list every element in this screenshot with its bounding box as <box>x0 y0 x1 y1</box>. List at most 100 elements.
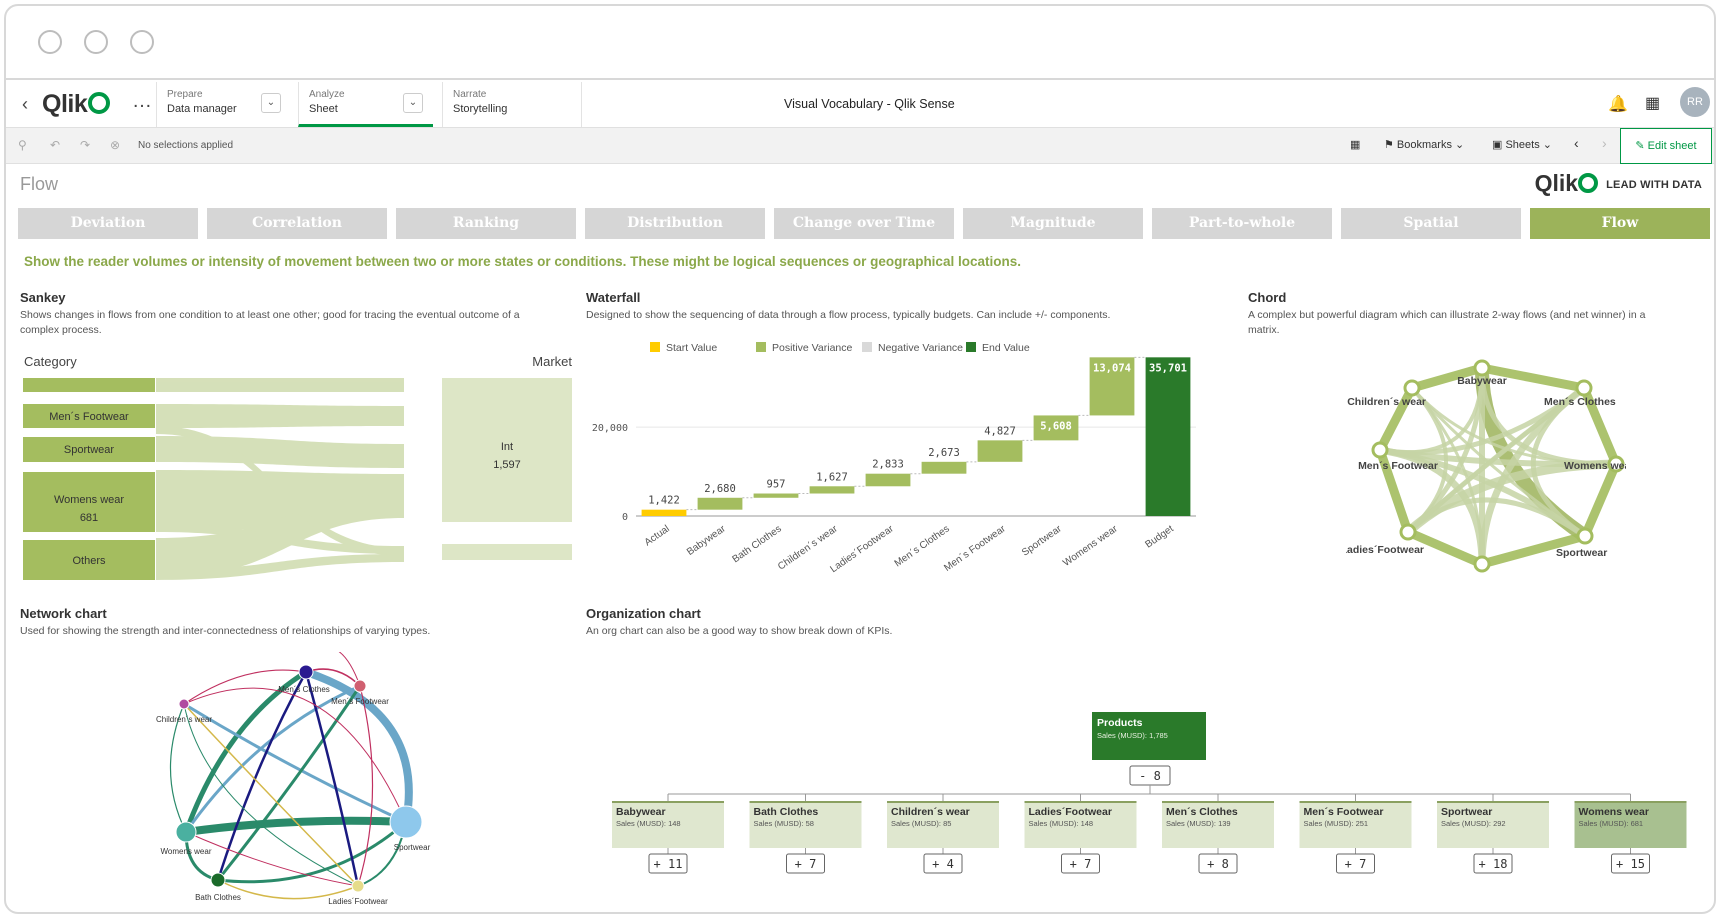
org-child-node[interactable] <box>1299 802 1412 848</box>
chord-node[interactable] <box>1473 555 1491 573</box>
next-sheet-icon[interactable]: › <box>1602 135 1607 151</box>
chord-node[interactable] <box>1576 527 1594 545</box>
chord-node[interactable] <box>1473 359 1491 377</box>
pencil-icon: ✎ <box>1635 140 1648 152</box>
sheet-title: Flow <box>20 174 59 194</box>
waterfall-chart[interactable]: Start Value Positive Variance Negative V… <box>586 334 1246 596</box>
waterfall-bar[interactable] <box>1033 415 1079 441</box>
waterfall-bar[interactable] <box>809 486 855 494</box>
network-title: Network chart <box>20 606 107 621</box>
selection-toolbar: ⚲ ↶ ↷ ⊗ No selections applied ▦ ⚑ Bookma… <box>6 128 1714 164</box>
org-delta-box <box>648 853 688 874</box>
org-chart[interactable]: Products Sales (MUSD): 1,785 - 8 Babywea… <box>606 706 1710 914</box>
tab-magnitude[interactable]: Magnitude <box>963 208 1143 239</box>
org-child-sales: Sales (MUSD): 681 <box>1579 819 1644 828</box>
sheets-button[interactable]: ▣ Sheets ⌄ <box>1492 139 1552 151</box>
network-node[interactable] <box>353 679 367 693</box>
sankey-source-node[interactable] <box>23 472 155 532</box>
previous-sheet-icon[interactable]: ‹ <box>1574 135 1579 151</box>
window-close-button[interactable] <box>38 30 62 54</box>
smart-search-icon[interactable]: ⚲ <box>18 138 27 152</box>
org-child-node[interactable] <box>1574 802 1687 848</box>
tab-part-to-whole[interactable]: Part-to-whole <box>1152 208 1332 239</box>
waterfall-title: Waterfall <box>586 290 641 305</box>
chord-chart[interactable]: Babywear Men´s Clothes Womens wear Sportwea… <box>1346 346 1626 600</box>
back-chevron-icon[interactable]: ‹ <box>22 94 28 114</box>
waterfall-value-label: 2,680 <box>704 483 736 495</box>
waterfall-bar[interactable] <box>865 473 911 487</box>
grid-icon[interactable]: ▦ <box>1645 95 1661 112</box>
sankey-source-node[interactable] <box>23 437 155 462</box>
org-child-sales: Sales (MUSD): 148 <box>616 819 681 828</box>
chord-node[interactable] <box>1607 455 1625 473</box>
avatar[interactable]: RR <box>1680 87 1710 117</box>
tab-deviation[interactable]: Deviation <box>18 208 198 239</box>
window-maximize-button[interactable] <box>130 30 154 54</box>
chord-node[interactable] <box>1575 379 1593 397</box>
network-link <box>304 671 360 887</box>
sankey-target-node[interactable] <box>442 378 572 522</box>
sankey-chart[interactable]: Category Market Men´s Footwear Sportwear… <box>18 348 578 598</box>
network-node[interactable] <box>178 698 190 710</box>
waterfall-bar[interactable] <box>1089 357 1135 416</box>
sankey-source-node[interactable] <box>23 540 155 580</box>
waterfall-bar[interactable] <box>1145 357 1191 516</box>
chord-node[interactable] <box>1403 379 1421 397</box>
waterfall-bar[interactable] <box>753 493 799 498</box>
bookmarks-button[interactable]: ⚑ Bookmarks ⌄ <box>1384 139 1465 151</box>
window-minimize-button[interactable] <box>84 30 108 54</box>
step-back-icon[interactable]: ↶ <box>50 138 61 152</box>
network-link <box>169 703 187 833</box>
chord-arc <box>1580 459 1621 541</box>
network-node[interactable] <box>351 879 365 893</box>
org-child-delta: + 4 <box>932 857 954 871</box>
waterfall-bar[interactable] <box>977 440 1023 462</box>
network-node[interactable] <box>298 664 314 680</box>
org-delta-box <box>1336 853 1375 874</box>
waterfall-bar[interactable] <box>921 461 967 474</box>
waterfall-value-label: 2,673 <box>928 447 960 459</box>
tab-distribution[interactable]: Distribution <box>585 208 765 239</box>
clear-selections-icon[interactable]: ⊗ <box>110 138 121 152</box>
org-root-node[interactable] <box>1092 712 1206 760</box>
sankey-source-node[interactable] <box>23 378 155 392</box>
network-node[interactable] <box>210 872 226 888</box>
org-child-node[interactable] <box>1024 802 1137 848</box>
sheet-tagline: Show the reader volumes or intensity of … <box>24 254 1021 269</box>
org-child-node[interactable] <box>612 802 724 848</box>
network-node[interactable] <box>389 805 423 839</box>
tab-correlation[interactable]: Correlation <box>207 208 387 239</box>
legend-end-value: End Value <box>982 342 1030 354</box>
org-child-node[interactable] <box>1437 802 1549 848</box>
chord-node[interactable] <box>1371 441 1389 459</box>
chord-node[interactable] <box>1399 523 1417 541</box>
chart-suggestions-icon[interactable]: ▦ <box>1350 139 1361 151</box>
more-menu-button[interactable]: … <box>132 90 152 112</box>
chevron-down-icon[interactable]: ⌄ <box>261 93 281 113</box>
step-forward-icon[interactable]: ↷ <box>80 138 91 152</box>
nav-analyze[interactable]: Analyze Sheet ⌄ <box>298 82 433 127</box>
tab-spatial[interactable]: Spatial <box>1341 208 1521 239</box>
network-node[interactable] <box>175 821 197 843</box>
waterfall-bar[interactable] <box>641 509 687 516</box>
legend-swatch-negative <box>862 342 872 352</box>
tab-flow[interactable]: Flow <box>1530 208 1710 239</box>
tab-ranking[interactable]: Ranking <box>396 208 576 239</box>
bell-icon[interactable]: 🔔 <box>1608 96 1628 113</box>
chord-arc <box>1403 527 1487 569</box>
sankey-target-node[interactable] <box>442 544 572 560</box>
waterfall-bar[interactable] <box>697 497 743 510</box>
org-child-node[interactable] <box>887 802 999 848</box>
tab-change-over-time[interactable]: Change over Time <box>774 208 954 239</box>
edit-sheet-button[interactable]: ✎ Edit sheet <box>1620 128 1712 164</box>
network-desc: Used for showing the strength and inter-… <box>20 625 431 637</box>
network-node-label: Sportwear <box>394 843 431 852</box>
chevron-down-icon[interactable]: ⌄ <box>403 93 423 113</box>
nav-prepare[interactable]: Prepare Data manager ⌄ <box>156 82 291 127</box>
nav-narrate[interactable]: Narrate Storytelling <box>442 82 582 127</box>
sankey-source-node[interactable] <box>23 404 155 428</box>
org-child-node[interactable] <box>1162 802 1274 848</box>
waterfall-category-label: Men´s Clothes <box>892 523 952 570</box>
org-child-node[interactable] <box>749 802 862 848</box>
